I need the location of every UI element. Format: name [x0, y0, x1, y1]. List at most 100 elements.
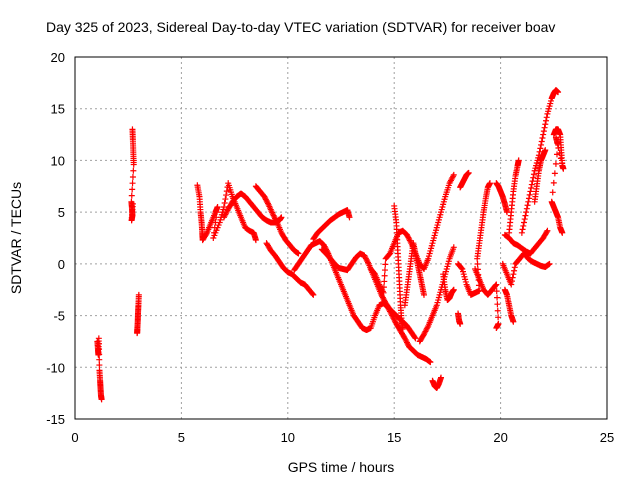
data-point	[465, 169, 472, 176]
y-tick-label: -15	[46, 412, 65, 427]
series-s4	[194, 180, 259, 244]
data-point	[537, 145, 544, 152]
series-s20	[472, 266, 502, 331]
data-point	[539, 135, 546, 142]
series-s27	[531, 147, 549, 205]
series-s17	[455, 180, 493, 298]
data-point	[130, 167, 137, 174]
series-s2	[128, 126, 137, 224]
data-point	[364, 259, 371, 266]
data-point	[295, 250, 302, 257]
plot-frame	[74, 56, 608, 420]
series-s21	[493, 180, 510, 216]
data-point	[381, 267, 388, 274]
data-point	[559, 160, 566, 167]
x-axis-label: GPS time / hours	[288, 459, 395, 475]
data-point	[130, 161, 137, 168]
data-point	[538, 141, 545, 148]
y-axis-label: SDTVAR / TECUs	[8, 182, 24, 294]
data-point	[382, 261, 389, 268]
data-point	[541, 124, 548, 131]
data-point	[96, 346, 103, 353]
data-point	[310, 291, 317, 298]
data-point	[528, 185, 535, 192]
chart-title: Day 325 of 2023, Sidereal Day-to-day VTE…	[46, 19, 555, 35]
data-point	[555, 141, 562, 148]
data-point	[557, 155, 564, 162]
data-point	[223, 188, 230, 195]
data-point	[552, 160, 559, 167]
data-point	[427, 359, 434, 366]
y-tick-label: 10	[51, 153, 65, 168]
data-point	[309, 291, 316, 298]
data-point	[530, 171, 537, 178]
data-point	[559, 229, 566, 236]
series-s25	[499, 250, 553, 288]
data-point	[542, 147, 549, 154]
x-tick-label: 0	[71, 430, 78, 445]
data-point	[399, 326, 406, 333]
data-point	[222, 196, 229, 203]
data-point	[525, 198, 532, 205]
data-point	[550, 179, 557, 186]
data-point	[450, 173, 457, 180]
data-point	[555, 89, 562, 96]
data-point	[129, 186, 136, 193]
data-point	[540, 128, 547, 135]
data-point	[381, 272, 388, 279]
data-point	[129, 180, 136, 187]
data-point	[527, 188, 534, 195]
x-tick-label: 15	[387, 430, 401, 445]
data-point	[540, 131, 547, 138]
data-point	[424, 324, 431, 331]
y-tick-label: 5	[58, 205, 65, 220]
data-point	[221, 200, 228, 207]
data-point	[450, 171, 457, 178]
data-point	[407, 238, 414, 245]
series-s16	[440, 271, 457, 304]
data-point	[530, 174, 537, 181]
data-point	[128, 192, 135, 199]
series-s12	[391, 202, 406, 333]
data-point	[521, 216, 528, 223]
data-point	[273, 218, 280, 225]
data-point	[438, 374, 445, 381]
data-points	[94, 87, 567, 403]
data-point	[214, 203, 221, 210]
data-point	[411, 334, 418, 341]
data-point	[523, 209, 530, 216]
data-point	[492, 282, 499, 289]
data-point	[510, 318, 517, 325]
data-point	[546, 260, 553, 267]
data-point	[450, 244, 457, 251]
data-point	[134, 330, 141, 337]
data-point	[521, 219, 528, 226]
series-s14	[401, 240, 427, 309]
series-s7	[263, 240, 317, 298]
data-point	[522, 212, 529, 219]
data-point	[474, 261, 481, 268]
series-s15	[429, 374, 445, 391]
data-point	[549, 189, 556, 196]
data-point	[220, 203, 227, 210]
data-point	[252, 237, 259, 244]
data-point	[278, 214, 285, 221]
data-point	[543, 114, 550, 121]
data-point	[525, 195, 532, 202]
series-s6	[252, 183, 302, 257]
data-point	[420, 291, 427, 298]
data-point	[223, 192, 230, 199]
series-s3	[134, 291, 142, 337]
data-point	[518, 229, 525, 236]
data-point	[523, 205, 530, 212]
series-s24	[506, 157, 522, 236]
data-point	[494, 301, 501, 308]
series-s26	[518, 87, 562, 236]
data-point	[95, 340, 102, 347]
data-point	[520, 222, 527, 229]
data-point	[524, 202, 531, 209]
data-point	[553, 151, 560, 158]
data-point	[515, 157, 522, 164]
data-point	[346, 214, 353, 221]
